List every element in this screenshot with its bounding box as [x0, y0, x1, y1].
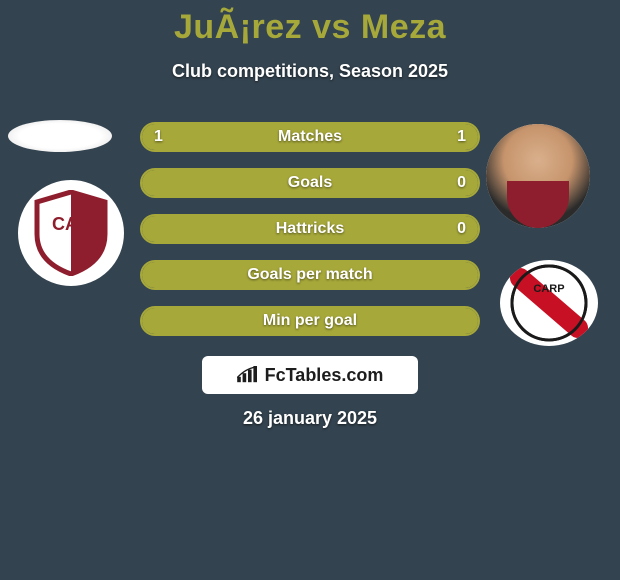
shield-icon: CAP: [33, 190, 109, 276]
page-title: JuÃ¡rez vs Meza: [0, 0, 620, 47]
bar-chart-icon: [237, 366, 259, 384]
brand-text: FcTables.com: [265, 365, 384, 386]
brand-pill[interactable]: FcTables.com: [202, 356, 418, 394]
player-left-avatar: [8, 120, 112, 152]
club-left-badge: CAP: [18, 180, 124, 286]
stat-row-goals: Goals 0: [140, 168, 480, 198]
stat-right-value: 0: [457, 220, 466, 238]
face-icon: [486, 124, 590, 228]
stat-row-goals-per-match: Goals per match: [140, 260, 480, 290]
stat-label: Goals per match: [142, 266, 478, 284]
player-right-avatar: [486, 124, 590, 228]
stat-right-value: 1: [457, 128, 466, 146]
stat-row-min-per-goal: Min per goal: [140, 306, 480, 336]
stat-label: Hattricks: [142, 220, 478, 238]
stat-row-hattricks: Hattricks 0: [140, 214, 480, 244]
comparison-card: JuÃ¡rez vs Meza Club competitions, Seaso…: [0, 0, 620, 580]
stat-label: Min per goal: [142, 312, 478, 330]
stat-label: Matches: [142, 128, 478, 146]
stat-right-value: 0: [457, 174, 466, 192]
footer-date: 26 january 2025: [0, 408, 620, 429]
page-subtitle: Club competitions, Season 2025: [0, 61, 620, 82]
stat-row-matches: 1 Matches 1: [140, 122, 480, 152]
svg-text:CARP: CARP: [533, 283, 564, 295]
club-left-badge-text: CAP: [52, 214, 90, 234]
stat-label: Goals: [142, 174, 478, 192]
shield-icon: CARP: [510, 264, 588, 342]
stats-list: 1 Matches 1 Goals 0 Hattricks 0 Goals pe…: [140, 122, 480, 352]
club-right-badge: CARP: [500, 260, 598, 346]
